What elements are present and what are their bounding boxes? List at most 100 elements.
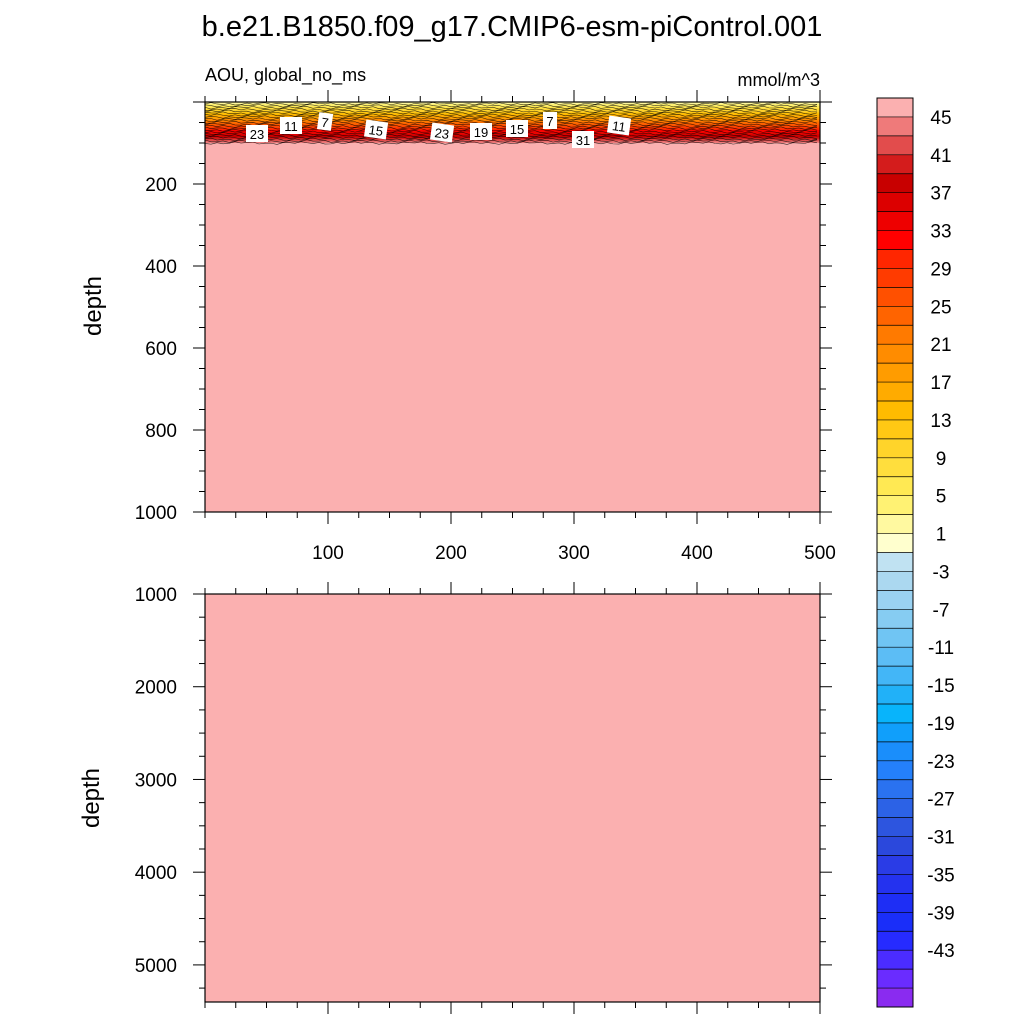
upper-gradient-layer-2	[205, 105, 820, 108]
contour-label: 11	[280, 117, 302, 134]
colorbar-segment	[877, 836, 913, 856]
upper-y-axis-label: depth	[80, 276, 107, 336]
upper-gradient-layer-3	[205, 107, 820, 110]
upper-x-tick-label: 400	[681, 543, 713, 564]
colorbar-segment	[877, 249, 913, 269]
upper-band-5	[205, 143, 820, 512]
colorbar-segment	[877, 401, 913, 421]
svg-text:23: 23	[434, 125, 450, 142]
colorbar-segment	[877, 647, 913, 667]
colorbar-segment	[877, 192, 913, 212]
colorbar-segment	[877, 855, 913, 875]
colorbar-tick-label: -7	[933, 600, 950, 621]
contour-label: 23	[429, 122, 455, 143]
upper-gradient-layer-6	[205, 113, 820, 116]
colorbar-segment	[877, 306, 913, 326]
lower-y-tick-label: 3000	[135, 770, 177, 791]
colorbar-segment	[877, 438, 913, 459]
colorbar-segment	[877, 382, 913, 402]
colorbar-tick-label: -27	[927, 790, 954, 811]
upper-x-tick-label: 100	[312, 543, 344, 564]
colorbar-tick-label: 13	[930, 411, 951, 432]
colorbar-segment	[877, 552, 913, 572]
colorbar: 45 41 37 33 29 25 21 17 13 9 5 1 -3 -7 -11 -15 -19 -23 -27…	[876, 97, 955, 1008]
colorbar-segment	[877, 476, 913, 496]
colorbar-segment	[877, 760, 913, 781]
colorbar-segment	[877, 344, 913, 364]
upper-contour-line-19	[204, 135, 818, 140]
upper-gradient-layer-4	[205, 109, 820, 112]
colorbar-tick-label: 45	[930, 108, 951, 129]
upper-y-tick-label: 1000	[135, 503, 177, 524]
contour-label: 23	[246, 125, 268, 142]
upper-contour-line-21	[204, 139, 818, 143]
colorbar-tick-label: 21	[930, 335, 951, 356]
svg-text:11: 11	[611, 118, 626, 135]
contour-label: 7	[316, 112, 334, 131]
colorbar-tick-label: 5	[936, 487, 947, 508]
upper-contour-line-10	[204, 118, 818, 123]
colorbar-segment	[877, 419, 913, 440]
colorbar-segment	[877, 533, 913, 553]
svg-text:7: 7	[546, 114, 553, 129]
upper-panel: 23 11 7 15 23 19 15 7 31 11 200 400 600 800 1000 100 200…	[135, 90, 836, 564]
colorbar-segment	[877, 893, 913, 913]
colorbar-segment	[877, 116, 913, 137]
colorbar-segment	[877, 988, 913, 1008]
upper-x-tick-label: 300	[558, 543, 590, 564]
colorbar-segment	[877, 590, 913, 610]
colorbar-segment	[877, 798, 913, 818]
colorbar-segment	[877, 457, 913, 478]
upper-x-tick-label: 500	[804, 543, 836, 564]
upper-gradient-layer-7	[205, 115, 820, 117]
upper-contour-line-6	[204, 111, 818, 115]
colorbar-segment	[877, 666, 913, 686]
upper-contour-line-3	[204, 105, 818, 110]
lower-panel: 1000 2000 3000 4000 5000	[135, 582, 832, 1014]
colorbar-segment	[877, 609, 913, 629]
svg-text:19: 19	[474, 125, 488, 140]
svg-text:15: 15	[510, 122, 524, 137]
colorbar-tick-label: 29	[930, 259, 951, 280]
colorbar-segment	[877, 722, 913, 743]
colorbar-segment	[877, 779, 913, 799]
upper-contour-line-4	[204, 107, 818, 112]
upper-x-tick-label: 200	[435, 543, 467, 564]
colorbar-segment	[877, 571, 913, 591]
colorbar-tick-label: 9	[936, 449, 947, 470]
subtitle-left: AOU, global_no_ms	[205, 65, 366, 86]
contour-label: 31	[572, 131, 594, 148]
contour-label: 7	[543, 112, 557, 129]
colorbar-tick-label: 33	[930, 222, 951, 243]
upper-contour-line-2	[204, 103, 818, 108]
upper-y-tick-label: 600	[145, 339, 177, 360]
colorbar-segment	[877, 912, 913, 932]
colorbar-segment	[877, 211, 913, 231]
svg-text:11: 11	[284, 119, 298, 134]
lower-y-axis-label: depth	[78, 768, 105, 828]
contour-label: 19	[470, 123, 492, 140]
lower-y-tick-label: 4000	[135, 863, 177, 884]
colorbar-segment	[877, 268, 913, 288]
colorbar-segment	[877, 874, 913, 894]
svg-text:7: 7	[320, 115, 329, 131]
colorbar-segment	[877, 704, 913, 724]
colorbar-segment	[877, 685, 913, 705]
upper-y-tick-label: 800	[145, 421, 177, 442]
upper-contour-line-22	[204, 141, 818, 145]
colorbar-tick-label: 37	[930, 184, 951, 205]
upper-contour-line-20	[204, 137, 818, 142]
lower-y-tick-label: 1000	[135, 585, 177, 606]
colorbar-tick-label: -43	[927, 941, 954, 962]
subtitle-right: mmol/m^3	[738, 70, 820, 90]
colorbar-tick-label: -15	[927, 676, 954, 697]
colorbar-tick-label: -35	[927, 865, 954, 886]
colorbar-segment	[877, 173, 913, 193]
upper-y-tick-label: 400	[145, 257, 177, 278]
colorbar-segment	[877, 135, 913, 156]
upper-gradient-layer-20	[205, 139, 820, 142]
contour-label: 15	[506, 120, 528, 137]
upper-contour-line-9	[204, 117, 818, 121]
colorbar-segment	[877, 969, 913, 989]
